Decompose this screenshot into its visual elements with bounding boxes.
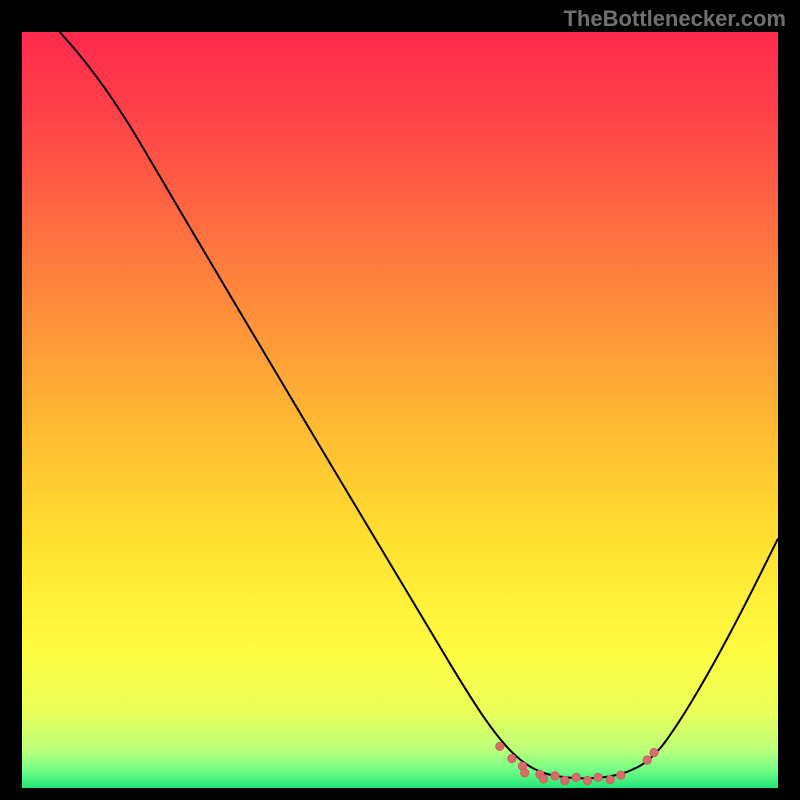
bottleneck-curve xyxy=(60,32,778,778)
bottom-marker xyxy=(583,776,591,784)
bottom-marker xyxy=(606,775,614,783)
bottom-marker xyxy=(521,769,529,777)
watermark-text: TheBottlenecker.com xyxy=(563,6,786,32)
bottom-marker xyxy=(594,773,602,781)
plot-area xyxy=(22,32,778,788)
bottom-marker xyxy=(643,756,651,764)
curve-layer xyxy=(22,32,778,788)
bottom-marker xyxy=(617,771,625,779)
bottom-marker xyxy=(508,754,516,762)
bottom-marker xyxy=(539,775,547,783)
bottom-marker xyxy=(496,742,504,750)
chart-frame: TheBottlenecker.com xyxy=(0,0,800,800)
bottom-marker-group xyxy=(496,742,659,784)
bottom-marker xyxy=(650,748,658,756)
bottom-marker xyxy=(551,772,559,780)
bottom-marker xyxy=(572,773,580,781)
bottom-marker xyxy=(561,776,569,784)
